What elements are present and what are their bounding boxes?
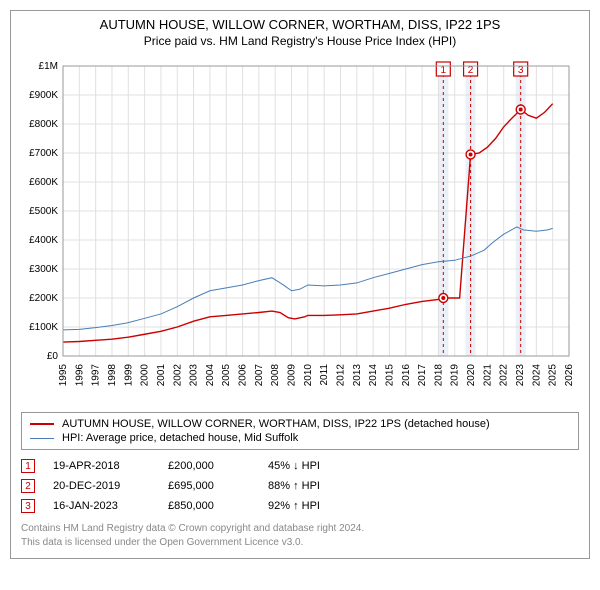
svg-text:2001: 2001 — [156, 364, 167, 387]
svg-text:£200K: £200K — [29, 293, 58, 304]
svg-text:2024: 2024 — [531, 364, 542, 387]
event-marker-box: 2 — [21, 479, 35, 493]
footer: Contains HM Land Registry data © Crown c… — [21, 522, 579, 550]
title-block: AUTUMN HOUSE, WILLOW CORNER, WORTHAM, DI… — [11, 11, 589, 52]
svg-text:£500K: £500K — [29, 206, 58, 217]
event-price: £200,000 — [168, 460, 268, 472]
footer-line: This data is licensed under the Open Gov… — [21, 536, 579, 550]
svg-text:2012: 2012 — [335, 364, 346, 387]
svg-text:2013: 2013 — [352, 364, 363, 387]
event-pct: 45% ↓ HPI — [268, 460, 358, 472]
svg-text:3: 3 — [518, 65, 524, 76]
event-price: £695,000 — [168, 480, 268, 492]
legend-label: AUTUMN HOUSE, WILLOW CORNER, WORTHAM, DI… — [62, 418, 490, 430]
svg-text:2006: 2006 — [238, 364, 249, 387]
svg-text:2016: 2016 — [401, 364, 412, 387]
svg-text:2002: 2002 — [172, 364, 183, 387]
svg-text:2007: 2007 — [254, 364, 265, 387]
svg-text:2011: 2011 — [319, 364, 330, 386]
event-pct: 88% ↑ HPI — [268, 480, 358, 492]
svg-text:2017: 2017 — [417, 364, 428, 387]
svg-text:2004: 2004 — [205, 364, 216, 387]
chart-title: AUTUMN HOUSE, WILLOW CORNER, WORTHAM, DI… — [21, 17, 579, 32]
svg-text:2009: 2009 — [287, 364, 298, 387]
legend-label: HPI: Average price, detached house, Mid … — [62, 432, 298, 444]
footer-line: Contains HM Land Registry data © Crown c… — [21, 522, 579, 536]
event-price: £850,000 — [168, 500, 268, 512]
svg-text:2021: 2021 — [482, 364, 493, 387]
svg-text:2023: 2023 — [515, 364, 526, 387]
chart-subtitle: Price paid vs. HM Land Registry's House … — [21, 34, 579, 48]
event-row: 1 19-APR-2018 £200,000 45% ↓ HPI — [21, 456, 579, 476]
svg-text:2025: 2025 — [548, 364, 559, 387]
svg-text:£300K: £300K — [29, 264, 58, 275]
svg-text:£0: £0 — [47, 351, 59, 362]
event-row: 2 20-DEC-2019 £695,000 88% ↑ HPI — [21, 476, 579, 496]
plot-area: £0 £100K £200K £300K £400K £500K £600K £700K £80… — [21, 56, 581, 406]
svg-text:£1M: £1M — [39, 61, 58, 72]
svg-text:1: 1 — [441, 65, 447, 76]
svg-text:1995: 1995 — [58, 364, 69, 387]
chart-container: AUTUMN HOUSE, WILLOW CORNER, WORTHAM, DI… — [10, 10, 590, 559]
legend: AUTUMN HOUSE, WILLOW CORNER, WORTHAM, DI… — [21, 412, 579, 450]
svg-text:£600K: £600K — [29, 177, 58, 188]
svg-text:1996: 1996 — [74, 364, 85, 387]
svg-text:£400K: £400K — [29, 235, 58, 246]
svg-text:2019: 2019 — [450, 364, 461, 387]
svg-text:2020: 2020 — [466, 364, 477, 387]
svg-text:2014: 2014 — [368, 364, 379, 387]
event-pct: 92% ↑ HPI — [268, 500, 358, 512]
event-date: 20-DEC-2019 — [53, 480, 168, 492]
event-marker-box: 1 — [21, 459, 35, 473]
svg-text:2022: 2022 — [499, 364, 510, 387]
svg-text:£900K: £900K — [29, 90, 58, 101]
svg-text:£100K: £100K — [29, 322, 58, 333]
event-row: 3 16-JAN-2023 £850,000 92% ↑ HPI — [21, 496, 579, 516]
legend-swatch-red — [30, 423, 54, 425]
svg-text:2008: 2008 — [270, 364, 281, 387]
svg-text:2026: 2026 — [564, 364, 575, 387]
events-table: 1 19-APR-2018 £200,000 45% ↓ HPI 2 20-DE… — [21, 456, 579, 516]
svg-text:1999: 1999 — [123, 364, 134, 387]
svg-text:1998: 1998 — [107, 364, 118, 387]
legend-item: AUTUMN HOUSE, WILLOW CORNER, WORTHAM, DI… — [30, 417, 570, 431]
svg-text:2000: 2000 — [140, 364, 151, 387]
svg-text:£800K: £800K — [29, 119, 58, 130]
legend-swatch-blue — [30, 438, 54, 439]
event-date: 19-APR-2018 — [53, 460, 168, 472]
svg-text:2: 2 — [468, 65, 474, 76]
svg-text:2015: 2015 — [384, 364, 395, 387]
svg-text:2018: 2018 — [433, 364, 444, 387]
svg-text:£700K: £700K — [29, 148, 58, 159]
legend-item: HPI: Average price, detached house, Mid … — [30, 431, 570, 445]
event-marker-box: 3 — [21, 499, 35, 513]
svg-text:2003: 2003 — [189, 364, 200, 387]
event-date: 16-JAN-2023 — [53, 500, 168, 512]
chart-svg: £0 £100K £200K £300K £400K £500K £600K £700K £80… — [21, 56, 581, 406]
svg-text:2005: 2005 — [221, 364, 232, 387]
svg-text:1997: 1997 — [91, 364, 102, 387]
svg-text:2010: 2010 — [303, 364, 314, 387]
